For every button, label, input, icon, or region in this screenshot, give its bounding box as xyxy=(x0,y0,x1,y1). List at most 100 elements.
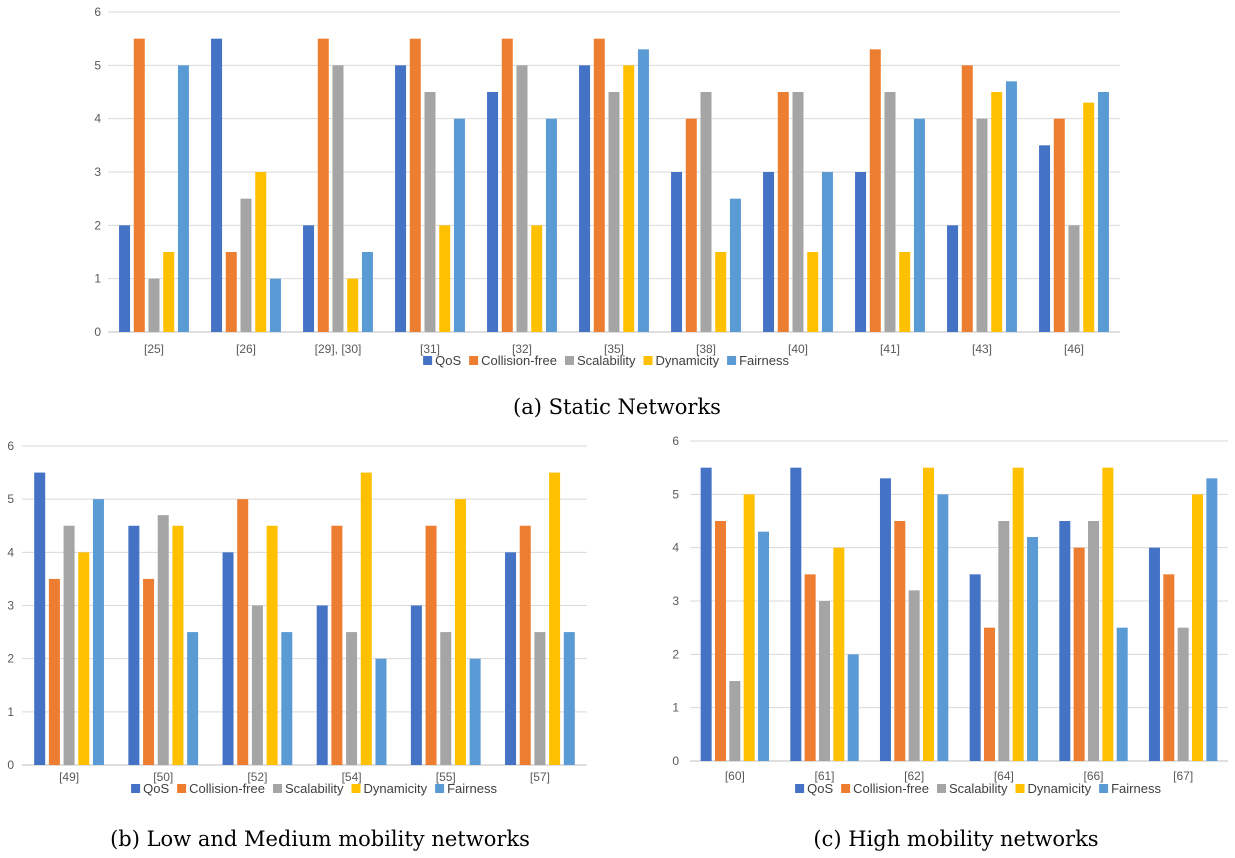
bar-fairness xyxy=(1206,478,1218,761)
x-tick-label: [46] xyxy=(1064,342,1084,356)
bar-scalability xyxy=(608,92,620,332)
bar-dynamicity xyxy=(163,252,175,332)
bar-scalability xyxy=(424,92,436,332)
bar-dynamicity xyxy=(991,92,1003,332)
bar-dynamicity xyxy=(549,472,561,765)
bar-qos xyxy=(119,225,131,332)
bar-collision-free xyxy=(961,65,973,332)
bar-collision-free xyxy=(869,49,881,332)
bar-collision-free xyxy=(714,521,726,761)
bar-scalability xyxy=(792,92,804,332)
x-tick-label: [54] xyxy=(342,770,362,784)
bar-collision-free xyxy=(983,627,995,761)
chart-high-mobility: 0 1 2 3 4 5 6 [60] [61] [62] [64] [66] [67] QoS Collis… xyxy=(672,434,1228,851)
legend-entry: Collision-free xyxy=(189,781,265,796)
bar-qos xyxy=(34,472,46,765)
bar-fairness xyxy=(177,65,189,332)
bar-dynamicity xyxy=(78,552,90,765)
y-tick-label: 4 xyxy=(7,545,14,559)
legend-entry: Fairness xyxy=(739,353,789,368)
y-tick-label: 6 xyxy=(672,434,679,448)
bar-scalability xyxy=(440,632,452,765)
bar-collision-free xyxy=(143,578,155,765)
bar-dynamicity xyxy=(531,225,543,332)
x-tick-label: [29], [30] xyxy=(315,342,362,356)
bar-scalability xyxy=(240,198,252,332)
bar-collision-free xyxy=(48,578,60,765)
bar-scalability xyxy=(976,118,988,332)
bar-qos xyxy=(222,552,234,765)
chart-low-medium-mobility: 0 1 2 3 4 5 6 [49] [50] [52] [54] [55] [57] QoS Collis… xyxy=(7,439,587,851)
bar-dynamicity xyxy=(899,252,911,332)
bar-fairness xyxy=(1027,537,1039,761)
bar-qos xyxy=(505,552,517,765)
y-tick-label: 4 xyxy=(94,112,101,126)
y-tick-label: 2 xyxy=(94,218,101,232)
bar-dynamicity xyxy=(255,172,267,332)
bar-fairness xyxy=(937,494,949,761)
bar-qos xyxy=(1059,521,1071,761)
legend-swatch xyxy=(351,784,361,793)
y-tick-label: 0 xyxy=(94,325,101,339)
bar-scalability xyxy=(332,65,344,332)
bar-scalability xyxy=(729,681,741,761)
bar-dynamicity xyxy=(439,225,451,332)
bar-dynamicity xyxy=(807,252,819,332)
x-tick-label: [40] xyxy=(788,342,808,356)
legend-swatch xyxy=(272,784,282,793)
y-tick-label: 3 xyxy=(94,165,101,179)
x-tick-label: [26] xyxy=(236,342,256,356)
y-tick-label: 6 xyxy=(7,439,14,453)
legend-entry: Collision-free xyxy=(481,353,557,368)
y-tick-label: 3 xyxy=(7,599,14,613)
bar-qos xyxy=(1039,145,1051,332)
bar-qos xyxy=(128,525,140,765)
x-tick-label: [25] xyxy=(144,342,164,356)
bar-qos xyxy=(855,172,867,332)
bar-collision-free xyxy=(685,118,697,332)
bar-scalability xyxy=(1177,627,1189,761)
bar-qos xyxy=(487,92,499,332)
x-tick-label: [64] xyxy=(994,769,1014,783)
bar-fairness xyxy=(469,658,481,765)
bar-collision-free xyxy=(133,38,145,333)
bar-collision-free xyxy=(425,525,437,765)
bar-fairness xyxy=(847,654,859,761)
legend-entry: Dynamicity xyxy=(656,353,720,368)
bar-fairness xyxy=(1005,81,1017,332)
x-tick-label: [49] xyxy=(59,770,79,784)
legend-swatch xyxy=(564,356,574,365)
bar-collision-free xyxy=(225,252,237,332)
y-tick-label: 4 xyxy=(672,541,679,555)
legend-entry: Scalability xyxy=(285,781,344,796)
bar-dynamicity xyxy=(1083,102,1095,332)
bar-collision-free xyxy=(593,38,605,333)
bar-scalability xyxy=(1068,225,1080,332)
x-tick-label: [62] xyxy=(904,769,924,783)
bar-dynamicity xyxy=(347,278,359,332)
bar-qos xyxy=(395,65,407,332)
bar-scalability xyxy=(516,65,528,332)
bar-qos xyxy=(1148,547,1160,761)
bar-qos xyxy=(763,172,775,332)
legend-swatch xyxy=(727,356,737,365)
bar-dynamicity xyxy=(1192,494,1204,761)
y-tick-label: 2 xyxy=(672,647,679,661)
legend-entry: Fairness xyxy=(1111,781,1161,796)
y-tick-label: 0 xyxy=(7,758,14,772)
bar-dynamicity xyxy=(360,472,372,765)
bar-collision-free xyxy=(331,525,343,765)
x-tick-label: [66] xyxy=(1083,769,1103,783)
bar-fairness xyxy=(375,658,387,765)
bar-fairness xyxy=(913,118,925,332)
bar-scalability xyxy=(251,605,263,765)
x-tick-label: [41] xyxy=(880,342,900,356)
legend: QoS Collision-free Scalability Dynamicity Fa… xyxy=(131,781,497,796)
bar-collision-free xyxy=(804,574,816,761)
legend-entry: QoS xyxy=(143,781,169,796)
legend-swatch xyxy=(423,356,433,365)
bar-collision-free xyxy=(777,92,789,332)
y-tick-label: 5 xyxy=(94,58,101,72)
bar-qos xyxy=(700,467,712,761)
x-tick-label: [57] xyxy=(530,770,550,784)
